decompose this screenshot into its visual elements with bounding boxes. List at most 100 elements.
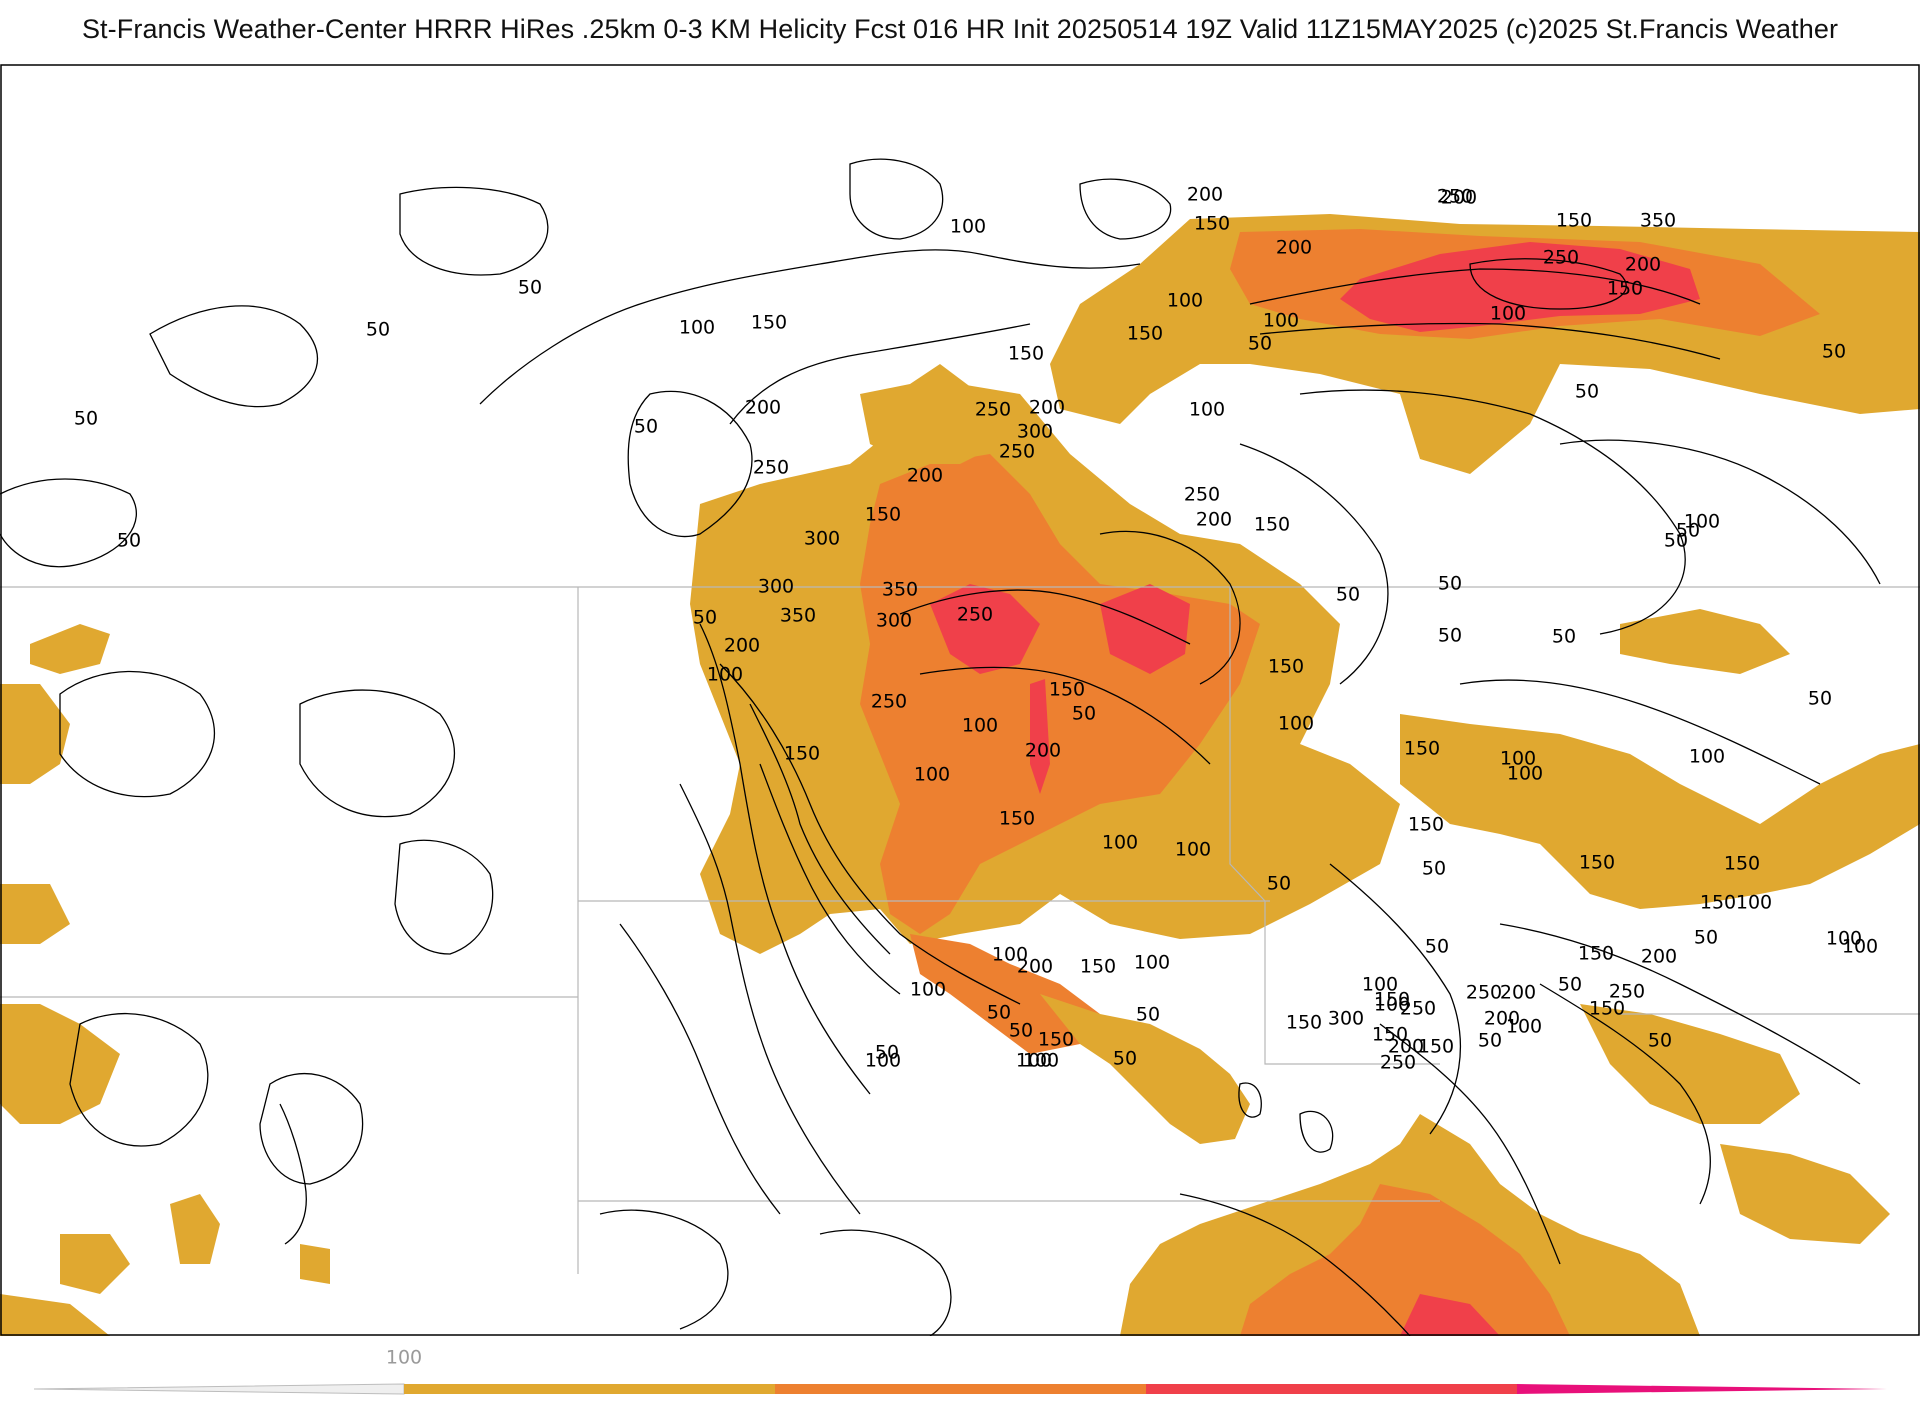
contour-line xyxy=(0,478,137,568)
contour-label: 150 xyxy=(1418,1036,1454,1058)
contour-label: 50 xyxy=(875,1042,899,1064)
fill-region-100-200 xyxy=(0,1004,120,1124)
contour-label: 150 xyxy=(1579,852,1615,874)
contour-label: 100 xyxy=(910,979,946,1001)
helicity-contour-layer xyxy=(0,158,1881,1336)
contour-label: 50 xyxy=(1136,1004,1160,1026)
fill-region-200-300 xyxy=(1240,1184,1570,1336)
contour-line xyxy=(299,689,456,818)
contour-label: 150 xyxy=(1080,956,1116,978)
contour-label: 50 xyxy=(1808,688,1832,710)
contour-line xyxy=(1249,268,1701,305)
contour-label: 50 xyxy=(1336,584,1360,606)
fill-region-100-200 xyxy=(1400,714,1920,909)
contour-label: 100 xyxy=(962,715,998,737)
contour-line xyxy=(1079,178,1172,240)
fill-region-100-200 xyxy=(0,1294,110,1336)
contour-label: 50 xyxy=(1822,341,1846,363)
contour-label: 250 xyxy=(1400,998,1436,1020)
legend-segment xyxy=(404,1384,775,1394)
contour-label: 250 xyxy=(1466,982,1502,1004)
contour-label: 50 xyxy=(1558,974,1582,996)
contour-label: 50 xyxy=(1478,1030,1502,1052)
legend-segments xyxy=(404,1384,1517,1394)
contour-label: 50 xyxy=(1009,1020,1033,1042)
contour-label: 50 xyxy=(1648,1030,1672,1052)
contour-line xyxy=(149,305,318,408)
contour-label: 100 xyxy=(865,1050,901,1072)
contour-label: 250 xyxy=(1543,247,1579,269)
color-scale-legend: 100 xyxy=(0,1336,1920,1400)
contour-line xyxy=(1299,389,1686,635)
contour-label: 250 xyxy=(753,457,789,479)
contour-line xyxy=(679,783,861,1215)
contour-label: 50 xyxy=(1438,573,1462,595)
legend-segment xyxy=(775,1384,1146,1394)
contour-label: 150 xyxy=(1038,1029,1074,1051)
contour-label: 50 xyxy=(1552,626,1576,648)
contour-line xyxy=(394,839,494,955)
contour-label: 100 xyxy=(1506,1016,1542,1038)
contour-label: 100 xyxy=(1189,399,1225,421)
fill-region-100-200 xyxy=(60,1234,130,1294)
contour-label: 150 xyxy=(865,504,901,526)
contour-label: 100 xyxy=(1842,936,1878,958)
contour-label: 50 xyxy=(1664,530,1688,552)
contour-label: 150 xyxy=(1268,656,1304,678)
contour-label: 50 xyxy=(693,607,717,629)
contour-label: 50 xyxy=(987,1002,1011,1024)
contour-line xyxy=(279,1103,307,1245)
contour-label: 100 xyxy=(914,764,950,786)
fill-region-100-200 xyxy=(1720,1144,1890,1244)
contour-line xyxy=(399,186,549,276)
contour-line xyxy=(1239,443,1389,685)
contour-label: 100 xyxy=(1374,994,1410,1016)
contour-label: 100 xyxy=(950,216,986,238)
fill-region-100-200 xyxy=(30,624,110,674)
contour-label: 50 xyxy=(1694,927,1718,949)
contour-label: 250 xyxy=(1437,186,1473,208)
contour-label: 200 xyxy=(1641,946,1677,968)
legend-min-label: 100 xyxy=(386,1347,422,1369)
contour-label: 150 xyxy=(1607,278,1643,300)
contour-label: 50 xyxy=(1113,1048,1137,1070)
contour-line xyxy=(719,663,1021,1005)
contour-line xyxy=(1499,923,1861,1085)
contour-label: 200 xyxy=(1029,397,1065,419)
contour-line xyxy=(1238,1082,1262,1118)
contour-line xyxy=(699,623,871,1095)
contour-label: 50 xyxy=(117,530,141,552)
helicity-fill-layer xyxy=(0,214,1920,1336)
contour-label: 50 xyxy=(634,416,658,438)
contour-label: 150 xyxy=(1374,989,1410,1011)
contour-label: 100 xyxy=(1689,746,1725,768)
contour-label: 200 xyxy=(1388,1036,1424,1058)
contour-label: 300 xyxy=(758,576,794,598)
contour-label: 50 xyxy=(518,277,542,299)
contour-label: 50 xyxy=(74,408,98,430)
fill-region-300-400 xyxy=(1400,1294,1500,1336)
contour-line xyxy=(1299,1110,1334,1153)
contour-label: 100 xyxy=(1736,892,1772,914)
contour-line xyxy=(1559,439,1881,585)
fill-region-100-200 xyxy=(300,1244,330,1284)
contour-label: 50 xyxy=(1575,381,1599,403)
contour-label: 200 xyxy=(1196,509,1232,531)
contour-label: 200 xyxy=(1625,254,1661,276)
contour-label: 150 xyxy=(1556,210,1592,232)
map-title: St-Francis Weather-Center HRRR HiRes .25… xyxy=(81,14,1839,44)
contour-label: 150 xyxy=(1700,892,1736,914)
contour-label: 150 xyxy=(784,743,820,765)
contour-label: 200 xyxy=(1500,982,1536,1004)
contour-label: 200 xyxy=(1017,956,1053,978)
fill-region-100-200 xyxy=(170,1194,220,1264)
contour-line xyxy=(619,923,781,1215)
contour-label: 50 xyxy=(1072,703,1096,725)
contour-label: 150 xyxy=(1049,679,1085,701)
contour-line xyxy=(899,589,1191,645)
fill-region-100-200 xyxy=(0,884,70,944)
contour-line xyxy=(627,390,753,538)
contour-line xyxy=(919,666,1211,765)
contour-line xyxy=(1459,679,1821,785)
contour-label: 100 xyxy=(1490,303,1526,325)
